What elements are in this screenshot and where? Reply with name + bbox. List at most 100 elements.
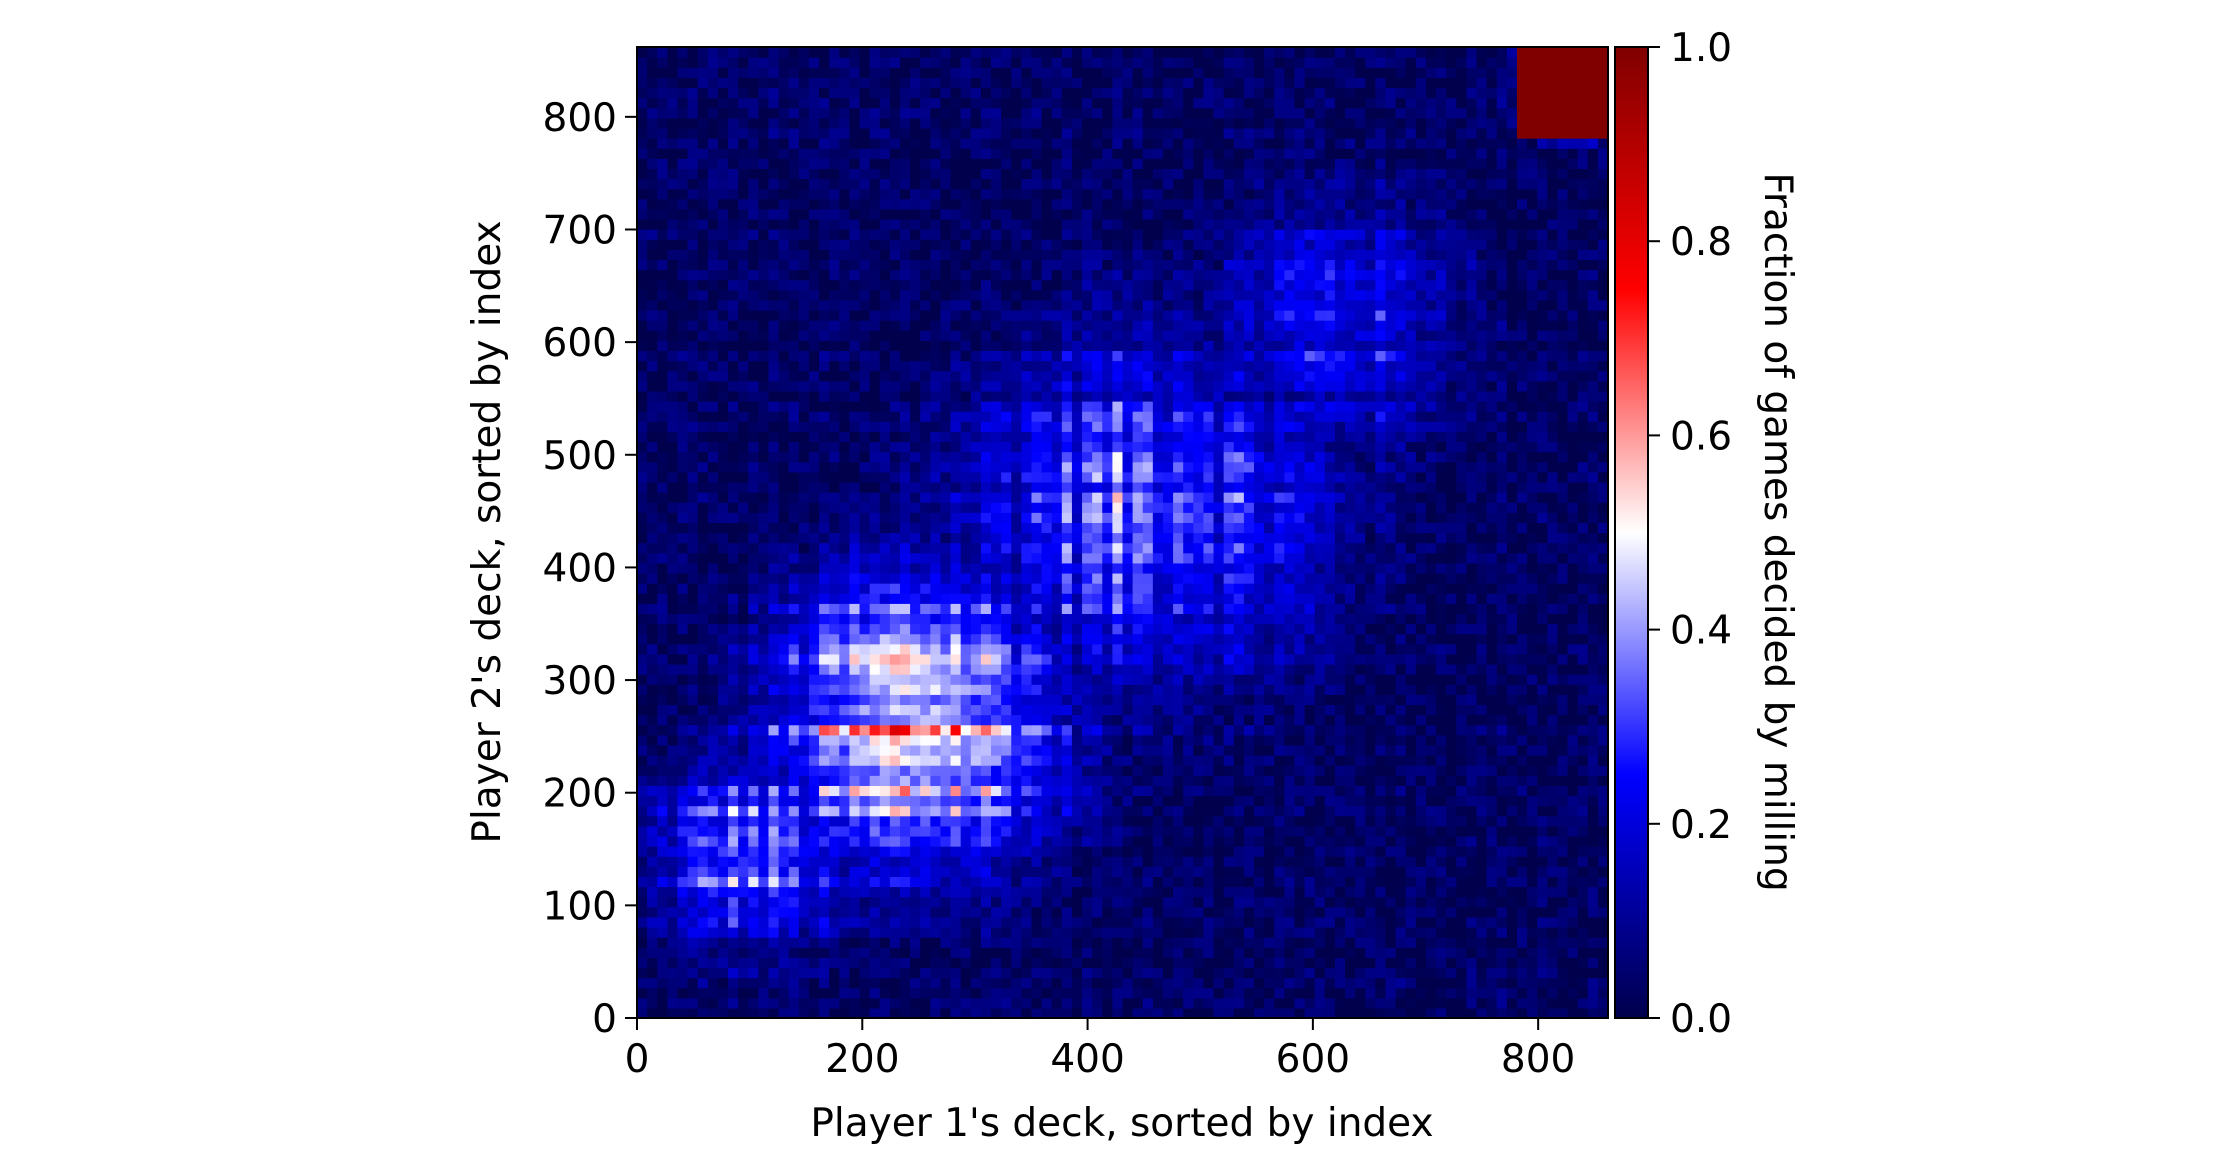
heat-cell: [1436, 947, 1447, 958]
heat-cell: [717, 947, 729, 958]
heat-cell: [1193, 866, 1205, 877]
heat-cell: [1436, 684, 1447, 695]
heat-cell: [1021, 734, 1033, 746]
heat-cell: [1173, 562, 1184, 574]
heat-cell: [1496, 633, 1508, 645]
heat-cell: [1506, 512, 1518, 523]
heat-cell: [687, 714, 699, 726]
heat-cell: [1425, 522, 1437, 534]
heat-cell: [1021, 926, 1033, 938]
heat-cell: [1314, 734, 1326, 746]
heat-cell: [1253, 492, 1265, 503]
heat-cell: [1446, 714, 1457, 726]
heat-cell: [647, 704, 658, 716]
heat-cell: [1587, 967, 1599, 979]
heat-cell: [1011, 765, 1022, 776]
heat-cell: [1557, 572, 1569, 584]
heat-cell: [1051, 552, 1063, 564]
heat-cell: [1345, 775, 1356, 786]
heat-cell: [1365, 704, 1376, 716]
heat-cell: [1112, 967, 1124, 979]
heat-cell: [728, 957, 739, 969]
heat-cell: [1122, 744, 1134, 756]
heat-cell: [920, 926, 931, 938]
heat-cell: [1011, 512, 1022, 523]
heat-cell: [788, 623, 800, 635]
heat-cell: [1233, 785, 1245, 797]
heat-cell: [879, 633, 891, 645]
heat-cell: [1223, 896, 1235, 908]
heat-cell: [1294, 957, 1306, 969]
heat-cell: [980, 704, 992, 716]
heat-cell: [1547, 846, 1559, 857]
heat-cell: [970, 937, 982, 948]
heat-cell: [849, 866, 861, 877]
heat-cell: [647, 552, 658, 564]
heat-cell: [697, 775, 709, 786]
heat-cell: [707, 694, 719, 706]
heat-cell: [899, 593, 911, 604]
heat-cell: [677, 795, 689, 807]
heat-cell: [1213, 704, 1225, 716]
heat-cell: [1082, 977, 1093, 989]
heat-cell: [1193, 926, 1205, 938]
heat-cell: [657, 724, 668, 736]
heat-cell: [1577, 502, 1589, 513]
heat-cell: [1537, 674, 1548, 685]
heat-cell: [950, 492, 962, 503]
heat-cell: [667, 603, 679, 615]
heat-cell: [1395, 876, 1407, 888]
heat-cell: [677, 846, 689, 857]
heat-cell: [1324, 835, 1336, 847]
heat-cell: [1102, 522, 1113, 534]
heat-cell: [1071, 663, 1083, 675]
heat-cell: [1537, 775, 1548, 786]
heat-cell: [1456, 623, 1467, 635]
heat-cell: [829, 593, 840, 604]
heat-cell: [1516, 704, 1528, 716]
heat-cell: [697, 916, 709, 928]
heat-cell: [889, 977, 901, 989]
heat-cell: [647, 532, 658, 544]
heat-cell: [930, 886, 942, 898]
heat-cell: [1183, 522, 1194, 534]
heat-cell: [1415, 795, 1427, 807]
heat-cell: [1456, 997, 1467, 1009]
heat-cell: [1395, 593, 1407, 604]
heat-cell: [798, 552, 810, 564]
heat-cell: [970, 947, 982, 958]
heat-cell: [889, 926, 901, 938]
heat-cell: [768, 522, 780, 534]
heat-cell: [778, 694, 790, 706]
heat-cell: [1173, 977, 1184, 989]
heat-cell: [1314, 775, 1326, 786]
heat-cell: [1092, 866, 1103, 877]
heat-cell: [1577, 835, 1589, 847]
heat-cell: [1375, 674, 1387, 685]
heat-cell: [768, 916, 780, 928]
heat-cell: [1557, 846, 1569, 857]
heat-cell: [677, 663, 689, 675]
heat-cell: [1597, 896, 1608, 908]
heat-cell: [1082, 967, 1093, 979]
heat-cell: [1011, 846, 1022, 857]
heat-cell: [1213, 552, 1225, 564]
heat-cell: [1183, 643, 1194, 655]
heat-cell: [798, 886, 810, 898]
heat-cell: [1537, 552, 1548, 564]
heat-cell: [1284, 997, 1296, 1009]
heat-cell: [1375, 785, 1387, 797]
heat-cell: [637, 562, 648, 574]
heat-cell: [879, 876, 891, 888]
heat-cell: [1425, 846, 1437, 857]
heat-cell: [1476, 492, 1488, 503]
heat-cell: [899, 775, 911, 786]
heat-cell: [1456, 835, 1467, 847]
heat-cell: [930, 522, 942, 534]
heat-cell: [1324, 775, 1336, 786]
heat-cell: [778, 603, 790, 615]
heat-cell: [1082, 987, 1093, 999]
heat-cell: [1436, 825, 1447, 837]
heat-cell: [1183, 512, 1194, 523]
heat-cell: [1577, 926, 1589, 938]
